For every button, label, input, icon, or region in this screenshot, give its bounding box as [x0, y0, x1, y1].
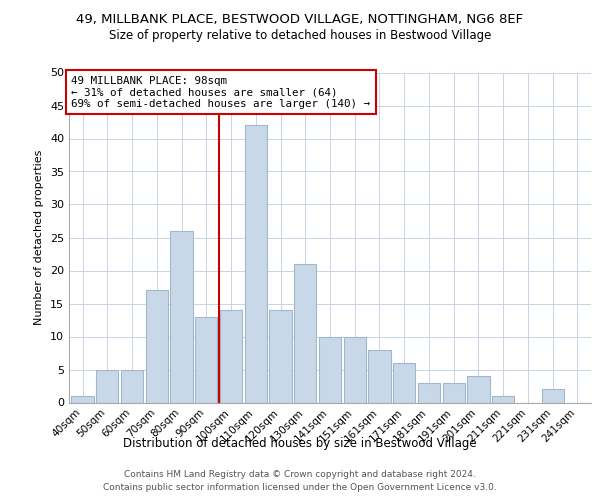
Text: 49 MILLBANK PLACE: 98sqm
← 31% of detached houses are smaller (64)
69% of semi-d: 49 MILLBANK PLACE: 98sqm ← 31% of detach…	[71, 76, 370, 109]
Bar	[121, 370, 143, 402]
Bar	[294, 264, 316, 402]
Bar	[319, 336, 341, 402]
Bar	[443, 382, 465, 402]
Bar	[269, 310, 292, 402]
Bar	[146, 290, 168, 403]
Bar	[418, 382, 440, 402]
Bar	[393, 363, 415, 403]
Bar	[220, 310, 242, 402]
Bar	[170, 231, 193, 402]
Bar	[245, 126, 267, 402]
Bar	[96, 370, 118, 402]
Text: 49, MILLBANK PLACE, BESTWOOD VILLAGE, NOTTINGHAM, NG6 8EF: 49, MILLBANK PLACE, BESTWOOD VILLAGE, NO…	[76, 12, 524, 26]
Bar	[195, 316, 217, 402]
Bar	[492, 396, 514, 402]
Text: Distribution of detached houses by size in Bestwood Village: Distribution of detached houses by size …	[123, 438, 477, 450]
Bar	[542, 390, 564, 402]
Y-axis label: Number of detached properties: Number of detached properties	[34, 150, 44, 325]
Bar	[368, 350, 391, 403]
Bar	[467, 376, 490, 402]
Text: Size of property relative to detached houses in Bestwood Village: Size of property relative to detached ho…	[109, 29, 491, 42]
Text: Contains public sector information licensed under the Open Government Licence v3: Contains public sector information licen…	[103, 484, 497, 492]
Bar	[344, 336, 366, 402]
Text: Contains HM Land Registry data © Crown copyright and database right 2024.: Contains HM Land Registry data © Crown c…	[124, 470, 476, 479]
Bar	[71, 396, 94, 402]
